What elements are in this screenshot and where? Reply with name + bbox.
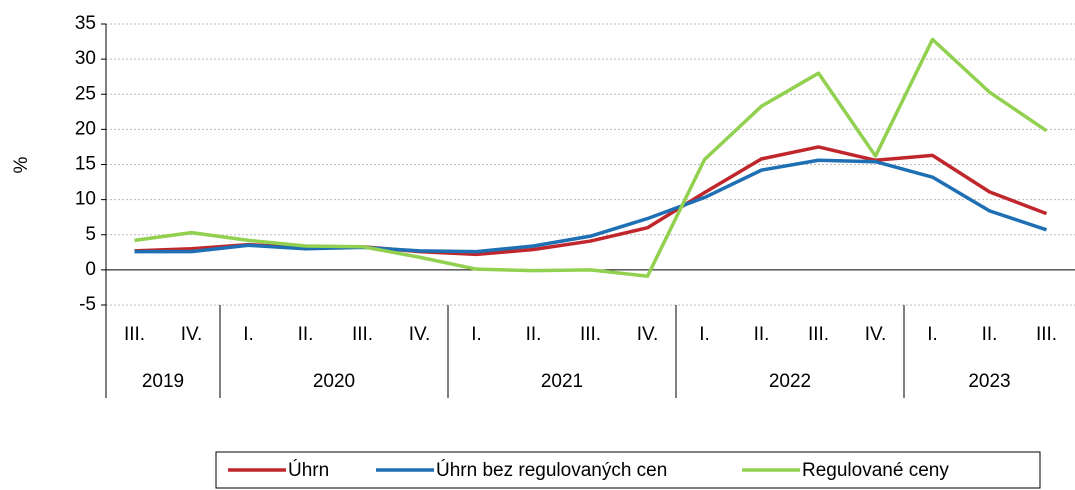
y-tick-label: 15 <box>75 154 96 175</box>
y-tick-label: 20 <box>75 118 96 139</box>
group-label: 2019 <box>142 371 184 392</box>
legend-label: Úhrn bez regulovaných cen <box>436 459 667 481</box>
y-axis-label: % <box>11 156 32 173</box>
x-tick-label: I. <box>927 324 938 345</box>
x-tick-label: II. <box>754 324 770 345</box>
x-tick-label: II. <box>982 324 998 345</box>
group-label: 2023 <box>968 371 1010 392</box>
x-tick-label: III. <box>352 324 373 345</box>
legend-label: Regulované ceny <box>802 460 949 481</box>
legend-box <box>215 451 1041 489</box>
x-tick-label: IV. <box>637 324 659 345</box>
y-tick-label: 35 <box>75 13 96 34</box>
group-label: 2022 <box>769 371 811 392</box>
x-tick-label: I. <box>243 324 254 345</box>
x-tick-label: I. <box>471 324 482 345</box>
x-tick-label: III. <box>1036 324 1057 345</box>
x-tick-label: III. <box>124 324 145 345</box>
y-tick-label: 5 <box>85 224 96 245</box>
x-tick-label: II. <box>298 324 314 345</box>
x-tick-label: IV. <box>409 324 431 345</box>
group-label: 2020 <box>313 371 355 392</box>
group-label: 2021 <box>541 371 583 392</box>
y-tick-label: 0 <box>85 259 96 280</box>
x-tick-label: I. <box>699 324 710 345</box>
x-tick-label: III. <box>580 324 601 345</box>
line-series <box>134 37 1048 278</box>
line-series <box>134 145 1048 257</box>
y-tick-label: -5 <box>79 294 96 315</box>
y-tick-label: 30 <box>75 48 96 69</box>
y-tick-label: 10 <box>75 189 96 210</box>
x-tick-label: IV. <box>865 324 887 345</box>
x-tick-label: IV. <box>181 324 203 345</box>
line-series <box>134 158 1048 254</box>
y-tick-label: 25 <box>75 83 96 104</box>
x-tick-label: III. <box>808 324 829 345</box>
x-tick-label: II. <box>526 324 542 345</box>
legend-label: Úhrn <box>288 459 329 481</box>
